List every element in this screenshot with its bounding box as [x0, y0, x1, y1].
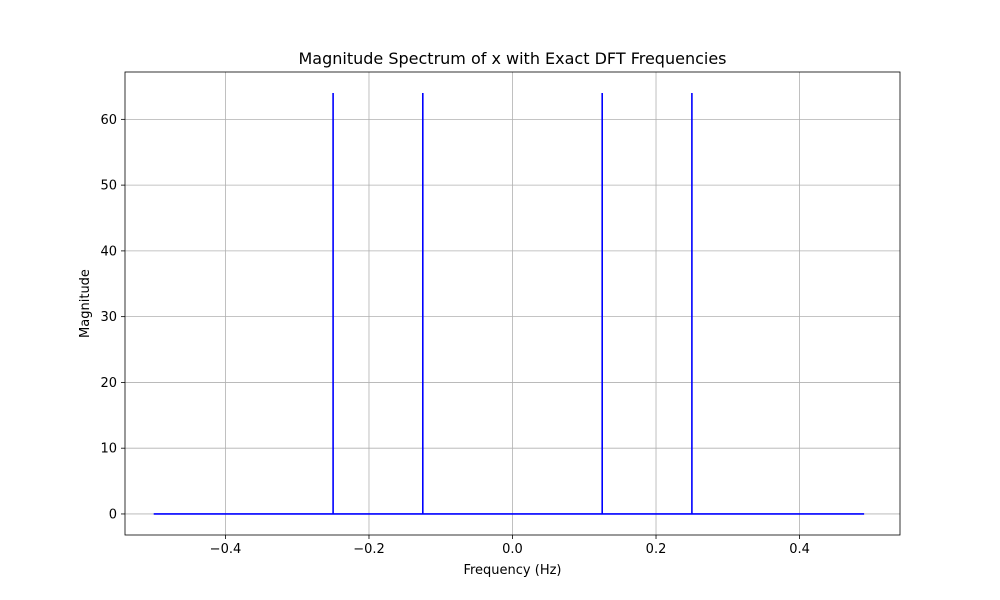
y-tick-label: 30 [100, 310, 117, 325]
x-tick-label: −0.4 [210, 542, 242, 557]
y-axis-label: Magnitude [78, 269, 93, 338]
y-tick-label: 10 [100, 442, 117, 457]
y-tick-label: 20 [100, 376, 117, 391]
y-tick-label: 0 [109, 507, 117, 522]
chart-title: Magnitude Spectrum of x with Exact DFT F… [298, 49, 726, 68]
x-tick-label: 0.2 [646, 542, 667, 557]
y-tick-label: 50 [100, 179, 117, 194]
x-axis-label: Frequency (Hz) [463, 563, 561, 578]
y-tick-label: 40 [100, 244, 117, 259]
plot-data [153, 93, 865, 515]
axis-ticks: −0.4 −0.2 0.0 0.2 0.4 0 10 20 30 40 50 60 [100, 113, 809, 557]
x-tick-label: 0.0 [502, 542, 523, 557]
y-tick-label: 60 [100, 113, 117, 128]
x-tick-label: −0.2 [353, 542, 385, 557]
x-tick-label: 0.4 [789, 542, 810, 557]
